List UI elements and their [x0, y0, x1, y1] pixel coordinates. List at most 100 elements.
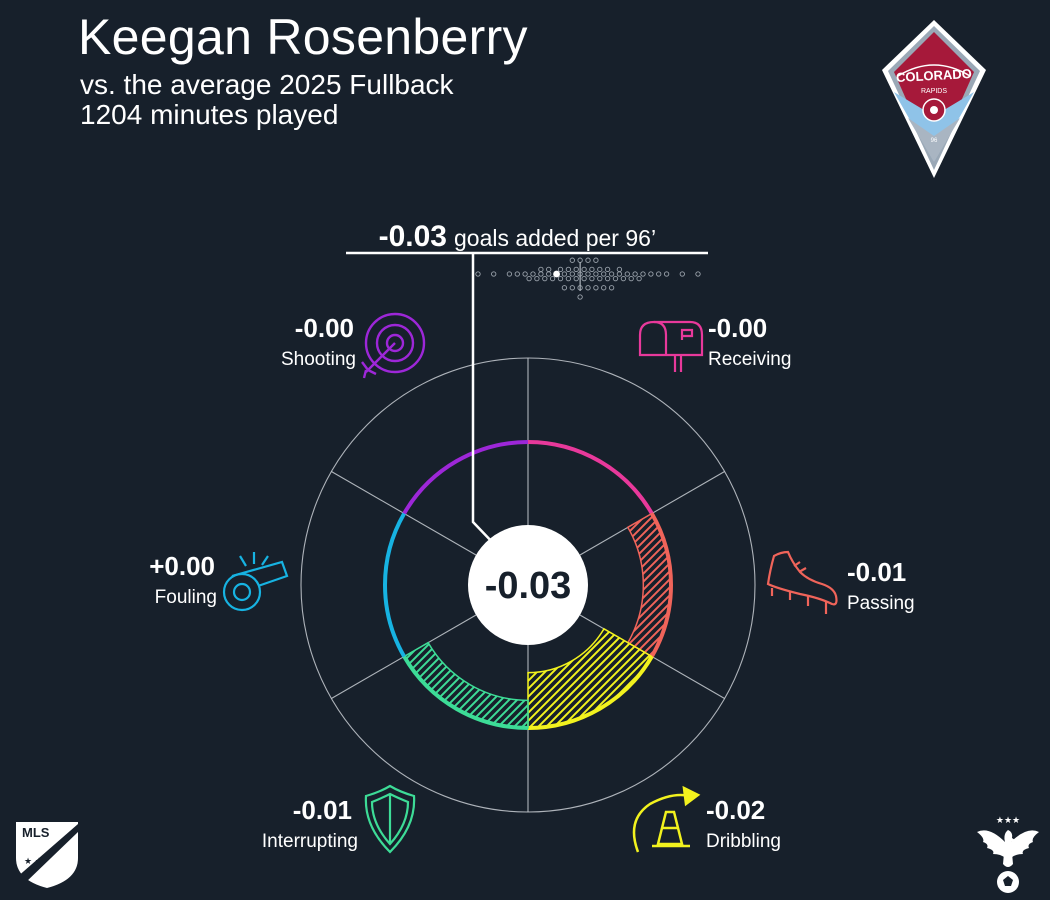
hatch-line — [627, 513, 671, 657]
swarm-point — [585, 257, 591, 263]
swarm-point — [569, 271, 575, 277]
crest-arc — [897, 64, 971, 77]
hatch-line — [0, 285, 444, 885]
hatch-line — [579, 628, 652, 728]
hatch-line — [528, 628, 652, 728]
hatch-line — [404, 642, 445, 728]
swarm-point — [624, 271, 630, 277]
swarm-point — [573, 275, 579, 282]
eagle-ball-patch — [1003, 876, 1013, 886]
hatch-line — [627, 513, 671, 657]
swarm-point — [604, 266, 611, 273]
swarm-point — [565, 275, 572, 282]
league-logo: MLS ★ ★ — [16, 822, 78, 888]
swarm-point — [608, 271, 615, 277]
segment-baseline-receiving — [527, 440, 654, 515]
category-name: Interrupting — [262, 831, 358, 852]
swarm-point — [514, 271, 520, 277]
category-name: Dribbling — [706, 831, 781, 852]
connector-line — [471, 253, 496, 546]
hatch-line — [404, 642, 501, 728]
swarm-point — [577, 294, 583, 300]
center-total: -0.03 — [485, 565, 572, 607]
swarm-point — [601, 285, 607, 291]
hatch-line — [548, 285, 1050, 885]
swarm-point — [581, 266, 587, 273]
swarm-point — [695, 271, 701, 277]
hatch-line — [404, 642, 528, 728]
hatch-line — [627, 513, 671, 657]
hatch-line — [404, 642, 528, 728]
hatch-line — [0, 285, 444, 885]
swarm-point — [565, 266, 572, 273]
hatch-line — [404, 642, 528, 728]
category-value: -0.01 — [293, 795, 352, 825]
swarm-point — [522, 271, 528, 277]
swarm-point — [569, 285, 575, 291]
distribution-beeswarm — [475, 257, 701, 300]
category-name: Receiving — [708, 349, 791, 370]
swarm-point — [620, 275, 627, 282]
swarm-point — [538, 266, 544, 273]
hatch-line — [564, 285, 1050, 885]
crest-mountain — [894, 92, 974, 162]
hatch-line — [532, 285, 1050, 885]
hatch-line — [627, 513, 671, 657]
swarm-point — [648, 271, 654, 277]
category-value: -0.00 — [295, 313, 354, 343]
hatch-line — [528, 628, 652, 728]
hatch-line — [627, 513, 671, 657]
mailbox-icon — [638, 320, 704, 372]
hatch-line — [404, 642, 528, 728]
swarm-point — [534, 275, 540, 282]
hatch-line — [627, 513, 671, 657]
swarm-point — [546, 271, 552, 277]
hatch-line — [528, 628, 652, 728]
swarm-point — [593, 271, 599, 277]
swarm-point — [530, 271, 536, 277]
hatch-line — [556, 285, 1050, 885]
swarm-point — [636, 275, 642, 282]
title: Keegan Rosenberry — [78, 9, 528, 65]
hatch-line — [580, 285, 1050, 885]
hatch-line — [627, 513, 671, 657]
hatch-line — [404, 642, 528, 728]
hatch-line — [404, 642, 528, 728]
swarm-point — [616, 266, 623, 273]
hatch-line — [627, 513, 671, 657]
swarm-point — [542, 275, 548, 282]
hatch-line — [523, 642, 528, 728]
minutes-played: 1204 minutes played — [80, 99, 339, 130]
swarm-point — [601, 271, 607, 277]
swarm-point — [546, 266, 552, 273]
hatch-line — [404, 642, 528, 728]
crest-bottom-text: RAPIDS — [921, 88, 947, 95]
category-value: -0.01 — [847, 557, 906, 587]
hatch-line — [627, 513, 671, 657]
eagle-stars: ★★★ — [996, 816, 1020, 826]
segment-baseline-shooting — [402, 440, 529, 515]
swarm-point — [663, 271, 670, 277]
crest-field — [894, 32, 974, 162]
swarm-point — [549, 275, 556, 282]
hatch-line — [0, 285, 508, 885]
swarm-point — [581, 275, 587, 282]
category-value: -0.00 — [708, 313, 767, 343]
total-unit: goals added per 96’ — [454, 225, 656, 251]
swarm-point — [632, 271, 638, 277]
league-logo-stars: ★ ★ — [24, 857, 43, 867]
hatch-line — [563, 628, 652, 728]
league-logo-slash — [16, 824, 78, 884]
swarm-point — [557, 275, 564, 282]
cone-icon — [632, 785, 701, 853]
total-header: -0.03 goals added per 96’ — [346, 220, 708, 546]
team-crest: COLORADO RAPIDS 96 — [882, 20, 986, 178]
hatch-line — [528, 628, 652, 728]
hatch-line — [404, 642, 528, 728]
hatch-line — [404, 642, 509, 728]
crest-year: 96 — [931, 138, 938, 144]
swarm-point — [597, 266, 603, 273]
target-icon — [361, 312, 426, 379]
eagle-logo: ★★★ — [977, 816, 1039, 893]
